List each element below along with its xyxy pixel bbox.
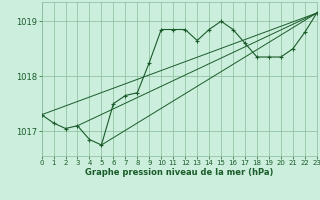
X-axis label: Graphe pression niveau de la mer (hPa): Graphe pression niveau de la mer (hPa) [85,168,273,177]
